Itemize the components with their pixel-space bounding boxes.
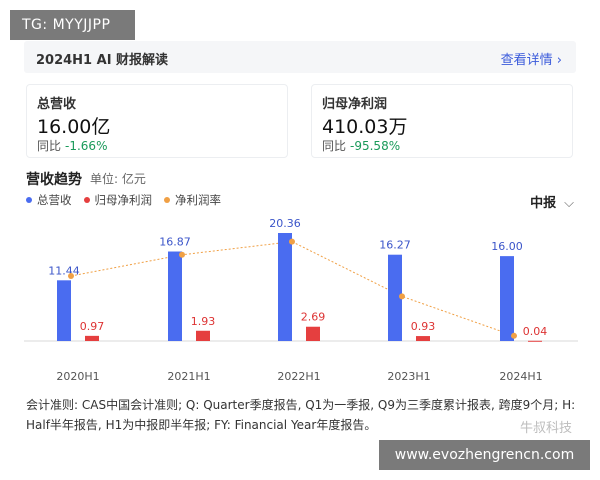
bar-profit bbox=[416, 336, 430, 341]
data-label-revenue: 20.36 bbox=[269, 217, 301, 230]
x-tick-label: 2024H1 bbox=[499, 370, 542, 383]
period-selector[interactable]: 中报 ⌵ bbox=[530, 192, 574, 211]
report-header: 2024H1 AI 财报解读 查看详情 › bbox=[24, 41, 576, 73]
legend-item-revenue[interactable]: 总营收 bbox=[26, 192, 72, 208]
data-label-profit: 0.93 bbox=[411, 320, 436, 333]
trend-title: 营收趋势 bbox=[26, 172, 82, 188]
data-label-profit: 2.69 bbox=[301, 311, 326, 324]
bar-revenue bbox=[388, 254, 402, 341]
data-label-profit: 1.93 bbox=[191, 315, 216, 328]
x-tick-label: 2022H1 bbox=[277, 370, 320, 383]
trend-unit: 单位: 亿元 bbox=[90, 172, 146, 186]
profit-card-value: 410.03万 bbox=[322, 116, 408, 138]
x-tick-label: 2020H1 bbox=[56, 370, 99, 383]
overlay-tag-top: TG: MYYJJPP bbox=[10, 10, 135, 40]
bar-profit bbox=[528, 340, 542, 342]
view-details-link[interactable]: 查看详情 › bbox=[500, 53, 562, 68]
revenue-card: 总营收 16.00亿 同比 -1.66% bbox=[26, 84, 288, 158]
margin-point bbox=[399, 293, 405, 300]
period-label: 中报 bbox=[530, 196, 557, 211]
margin-point bbox=[68, 272, 74, 279]
legend-dot-profit bbox=[83, 197, 90, 203]
data-label-revenue: 11.44 bbox=[48, 264, 80, 277]
legend-label-margin: 净利润率 bbox=[175, 193, 221, 207]
bar-profit bbox=[196, 330, 210, 341]
chart-legend: 总营收 归母净利润 净利润率 bbox=[26, 192, 221, 208]
bar-profit bbox=[306, 326, 320, 341]
profit-card-change: 同比 -95.58% bbox=[322, 137, 400, 154]
x-tick-label: 2021H1 bbox=[167, 370, 210, 383]
legend-label-profit: 归母净利润 bbox=[94, 193, 153, 207]
legend-item-margin[interactable]: 净利润率 bbox=[164, 192, 221, 208]
overlay-tag-bottom: www.evozhengrencn.com bbox=[379, 440, 590, 470]
x-tick-label: 2023H1 bbox=[387, 370, 430, 383]
profit-change-value: -95.58% bbox=[350, 139, 401, 153]
revenue-card-change: 同比 -1.66% bbox=[37, 137, 107, 154]
bar-revenue bbox=[500, 256, 514, 341]
profit-change-label: 同比 bbox=[322, 139, 347, 153]
revenue-card-value: 16.00亿 bbox=[37, 116, 111, 138]
profit-card: 归母净利润 410.03万 同比 -95.58% bbox=[311, 84, 573, 158]
data-label-revenue: 16.00 bbox=[491, 240, 523, 253]
legend-dot-margin bbox=[164, 197, 170, 203]
chevron-down-icon: ⌵ bbox=[564, 196, 574, 211]
bar-profit bbox=[85, 335, 99, 341]
report-title: 2024H1 AI 财报解读 bbox=[36, 53, 169, 68]
profit-card-title: 归母净利润 bbox=[322, 97, 388, 112]
bar-revenue bbox=[57, 280, 71, 341]
bar-revenue bbox=[278, 233, 292, 341]
data-label-profit: 0.97 bbox=[80, 320, 105, 333]
legend-dot-revenue bbox=[26, 197, 32, 203]
margin-point bbox=[179, 251, 185, 258]
revenue-card-title: 总营收 bbox=[37, 97, 77, 112]
data-label-revenue: 16.87 bbox=[159, 236, 191, 249]
data-label-revenue: 16.27 bbox=[379, 239, 411, 252]
legend-item-profit[interactable]: 归母净利润 bbox=[83, 192, 153, 208]
data-label-profit: 0.04 bbox=[523, 325, 548, 338]
margin-point bbox=[511, 332, 517, 339]
revenue-change-label: 同比 bbox=[37, 139, 62, 153]
revenue-change-value: -1.66% bbox=[65, 139, 108, 153]
margin-point bbox=[289, 238, 295, 245]
bar-revenue bbox=[168, 251, 182, 341]
accounting-footnote: 会计准则: CAS中国会计准则; Q: Quarter季度报告, Q1为一季报,… bbox=[26, 398, 576, 432]
margin-line bbox=[70, 241, 515, 337]
legend-label-revenue: 总营收 bbox=[37, 193, 72, 207]
watermark-text: 牛叔科技 bbox=[520, 421, 573, 436]
